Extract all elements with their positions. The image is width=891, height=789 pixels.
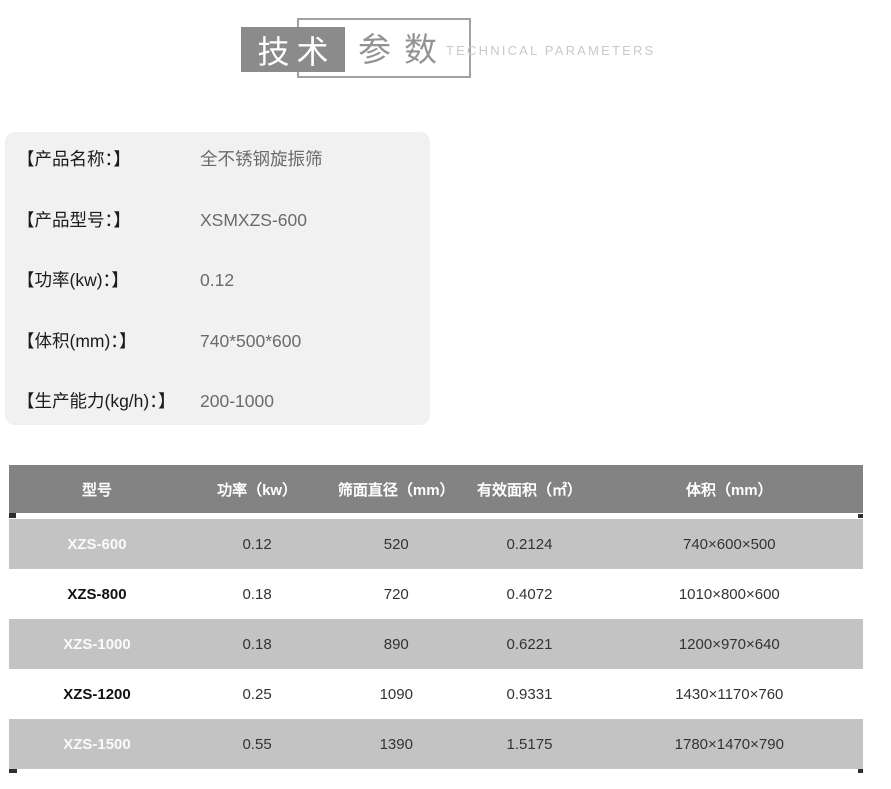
spec-cell-area: 0.6221 — [506, 635, 553, 653]
product-info-row-capacity: 【生产能力(kg/h)：】 200-1000 — [17, 388, 422, 413]
spec-cell-power: 0.18 — [242, 585, 272, 603]
table-corner-mark — [9, 513, 16, 518]
spec-table-row-xzs1500: XZS-1500 0.55 1390 1.5175 1780×1470×790 — [9, 719, 863, 769]
spec-table-row-xzs1200: XZS-1200 0.25 1090 0.9331 1430×1170×760 — [9, 669, 863, 719]
spec-column-header-model: 型号 — [81, 481, 112, 499]
product-info-value: 740*500*600 — [200, 330, 302, 351]
product-info-label: 【功率(kw)：】 — [17, 270, 129, 290]
spec-table-row-xzs600: XZS-600 0.12 520 0.2124 740×600×500 — [9, 519, 863, 569]
spec-cell-power: 0.12 — [242, 535, 272, 553]
spec-cell-model: XZS-600 — [67, 535, 127, 553]
product-info-label: 【产品型号：】 — [17, 209, 131, 230]
product-info-row-name: 【产品名称：】 全不锈钢旋振筛 — [17, 146, 422, 171]
product-info-value: XSMXZS-600 — [200, 209, 307, 230]
table-corner-mark — [858, 769, 863, 773]
spec-cell-volume: 1780×1470×790 — [674, 735, 784, 753]
spec-cell-volume: 1010×800×600 — [678, 585, 780, 603]
spec-cell-power: 0.25 — [242, 685, 272, 703]
spec-cell-diameter: 520 — [383, 535, 409, 553]
spec-table-header-row: 型号 功率（kw） 筛面直径（mm） 有效面积（㎡） 体积（mm） — [9, 465, 863, 513]
spec-cell-area: 0.4072 — [506, 585, 553, 603]
product-info-row-power: 【功率(kw)：】 0.12 — [17, 267, 422, 292]
spec-table-row-xzs1000: XZS-1000 0.18 890 0.6221 1200×970×640 — [9, 619, 863, 669]
spec-cell-model: XZS-1000 — [63, 635, 131, 653]
spec-cell-area: 0.2124 — [506, 535, 553, 553]
spec-cell-model: XZS-1500 — [63, 735, 131, 753]
product-info-panel: 【产品名称：】 全不锈钢旋振筛 【产品型号：】 XSMXZS-600 【功率(k… — [5, 132, 430, 425]
spec-cell-volume: 740×600×500 — [683, 535, 776, 553]
product-info-value: 200-1000 — [200, 391, 274, 411]
spec-table-row-xzs800: XZS-800 0.18 720 0.4072 1010×800×600 — [9, 569, 863, 619]
section-title-block: 技术 参数 TECHNICAL PARAMETERS — [0, 0, 891, 110]
product-info-row-volume: 【体积(mm)：】 740*500*600 — [17, 328, 422, 353]
spec-cell-power: 0.18 — [242, 635, 272, 653]
spec-cell-diameter: 1390 — [379, 735, 413, 753]
spec-column-header-area: 有效面积（㎡） — [476, 481, 582, 499]
product-info-row-model: 【产品型号：】 XSMXZS-600 — [17, 207, 422, 232]
title-zh-secondary: 参数 — [358, 31, 450, 68]
title-zh-primary: 技术 — [257, 33, 336, 70]
table-corner-mark — [9, 769, 17, 773]
spec-column-header-power: 功率（kw） — [217, 481, 298, 499]
spec-cell-power: 0.55 — [242, 735, 272, 753]
spec-cell-diameter: 720 — [383, 585, 409, 603]
title-dark-box: 技术 — [241, 27, 345, 72]
product-info-label: 【产品名称：】 — [17, 149, 131, 169]
spec-cell-area: 0.9331 — [506, 685, 553, 703]
table-corner-mark — [858, 514, 863, 518]
spec-cell-diameter: 1090 — [379, 685, 413, 703]
spec-cell-volume: 1200×970×640 — [678, 635, 780, 653]
spec-cell-diameter: 890 — [383, 635, 409, 653]
spec-table: 型号 功率（kw） 筛面直径（mm） 有效面积（㎡） 体积（mm） XZS-60… — [9, 465, 863, 773]
product-info-label: 【体积(mm)：】 — [17, 330, 137, 351]
product-info-value: 全不锈钢旋振筛 — [200, 149, 323, 169]
spec-cell-area: 1.5175 — [506, 735, 553, 753]
product-info-value: 0.12 — [200, 270, 235, 290]
title-en-caption: TECHNICAL PARAMETERS — [446, 43, 656, 58]
spec-column-header-volume: 体积（mm） — [685, 481, 773, 499]
product-info-label: 【生产能力(kg/h)：】 — [17, 391, 176, 411]
spec-cell-volume: 1430×1170×760 — [675, 685, 784, 703]
spec-cell-model: XZS-1200 — [63, 685, 131, 703]
spec-cell-model: XZS-800 — [67, 585, 127, 603]
spec-column-header-diameter: 筛面直径（mm） — [337, 481, 455, 499]
